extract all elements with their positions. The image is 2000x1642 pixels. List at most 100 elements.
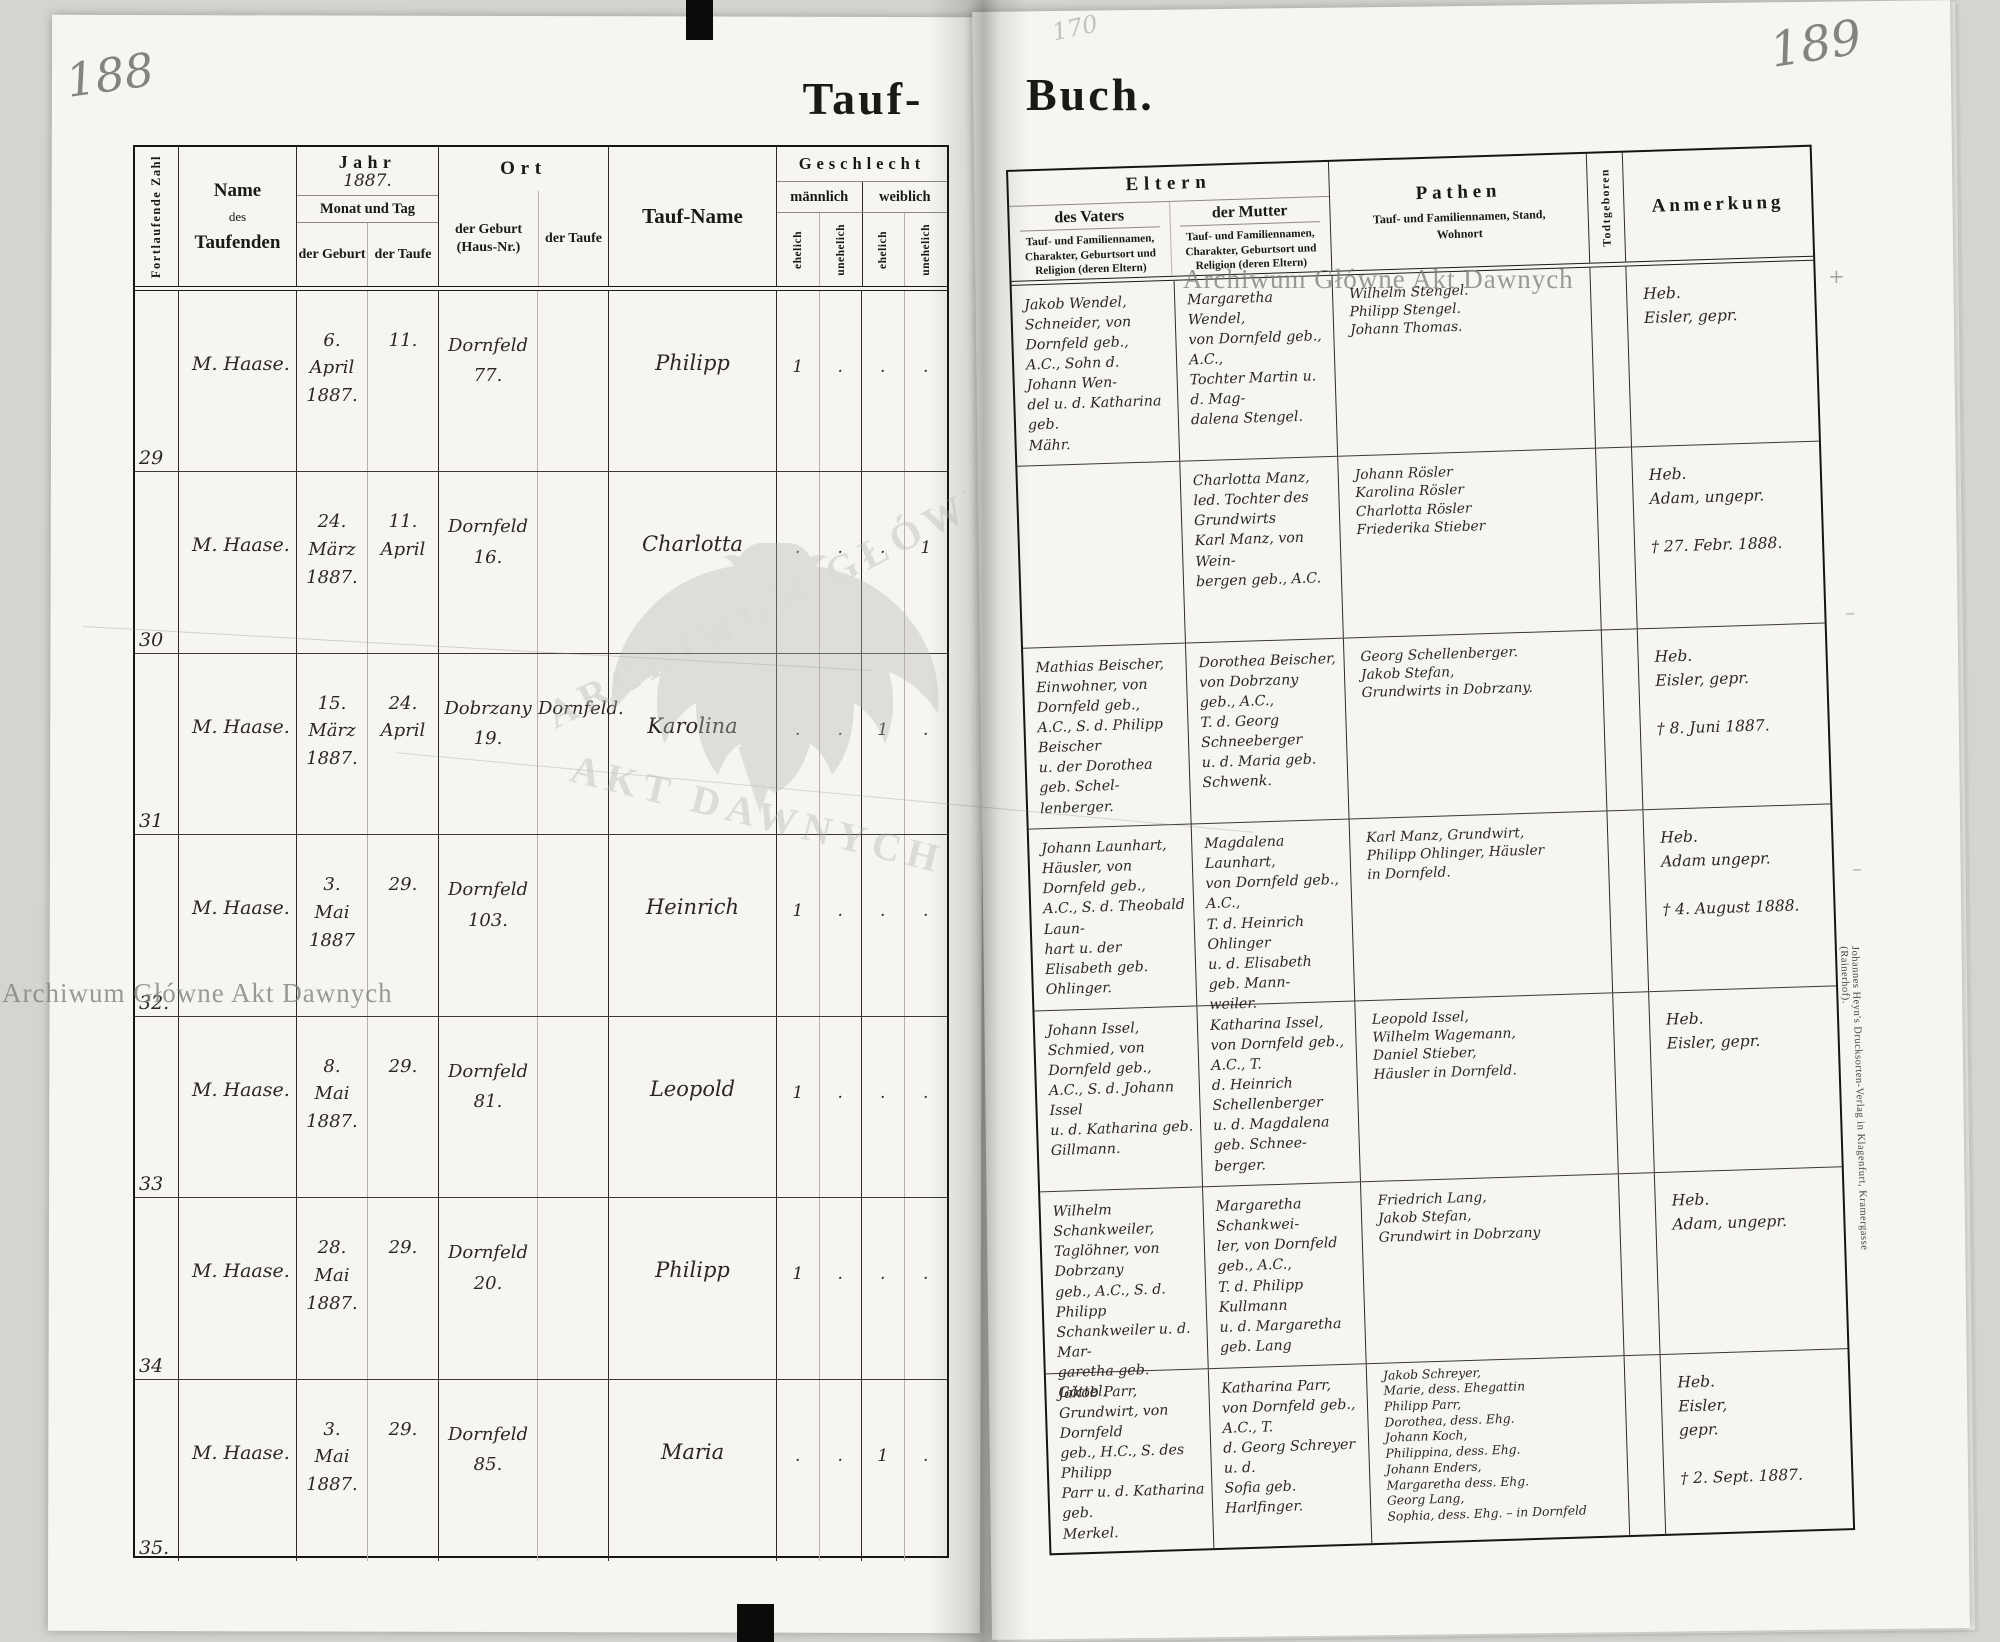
name-cell: M. Haase. [179, 472, 297, 653]
header-name-2: des [228, 208, 247, 224]
header-eltern-subcolumns: des Vaters Tauf- und Familiennamen, Char… [1009, 197, 1331, 281]
header-name: Name des Taufenden [179, 147, 297, 286]
todtgeboren-cell [1613, 991, 1655, 1174]
book-title-right: Buch. [1026, 69, 1155, 120]
geburt-date-cell: 3. Mai 1887. [297, 1379, 368, 1561]
weiblich-ehelich-cell: 1 [862, 653, 905, 834]
ort-taufe-cell [538, 1198, 609, 1379]
header-m-ehelich-label: ehelich [791, 230, 804, 269]
maennlich-unehelich-cell: . [820, 290, 862, 471]
table-row: Johann Issel, Schmied, von Dornfeld geb.… [1034, 985, 1842, 1193]
taufname-cell: Maria [609, 1379, 777, 1561]
header-fortlaufende-zahl: Fortlaufende Zahl [135, 147, 179, 286]
header-jahr: Jahr 1887. [297, 147, 438, 196]
maennlich-ehelich-cell: . [777, 472, 820, 653]
maennlich-ehelich-cell: . [777, 653, 820, 834]
todtgeboren-cell [1618, 1173, 1661, 1355]
header-m-unehelich-label: unehelich [834, 223, 847, 276]
mother-cell: Katharina Issel, von Dornfeld geb., A.C.… [1197, 1000, 1361, 1187]
taufe-date-cell: 29. [368, 1379, 439, 1561]
entry-number: 29 [139, 447, 164, 469]
table-row: 29 M. Haase. 6. April 1887. 11. Dornfeld… [135, 290, 947, 472]
table-row: 33 M. Haase. 8. Mai 1887. 29. Dornfeld 8… [135, 1016, 947, 1198]
zahl-cell: 33 [135, 1016, 179, 1197]
weiblich-unehelich-cell: . [923, 1082, 929, 1103]
maennlich-unehelich-cell: . [820, 1379, 862, 1561]
geburt-date-cell: 15. März 1887. [297, 653, 368, 834]
name-cell: M. Haase. [179, 1016, 297, 1197]
header-todtgeboren: Todtgeboren [1586, 152, 1627, 263]
mother-cell: Katharina Parr, von Dornfeld geb., A.C.,… [1208, 1363, 1373, 1551]
ort-geburt-cell: Dornfeld 103. [439, 835, 538, 1016]
todtgeboren-cell [1596, 447, 1638, 630]
header-jahr-label: Jahr [338, 151, 397, 172]
header-ort-group: Ort der Geburt (Haus-Nr.) der Taufe [439, 147, 609, 286]
header-jahr-year: 1887. [343, 170, 392, 191]
ort-taufe-cell [538, 1016, 609, 1197]
pencil-dash-mark: – [1845, 600, 1855, 624]
father-cell: Johann Launhart, Häusler, von Dornfeld g… [1028, 824, 1198, 1011]
taufe-date-cell: 29. [368, 1016, 439, 1197]
weiblich-ehelich-cell: . [862, 835, 905, 1016]
name-cell: M. Haase. [179, 835, 297, 1016]
taufe-date-cell: 24. April [368, 653, 439, 834]
header-geschlecht-group: Geschlecht männlich weiblich ehelich une… [777, 147, 947, 286]
table-row: Charlotta Manz, led. Tochter des Grundwi… [1017, 441, 1825, 649]
zahl-cell: 30 [135, 472, 179, 653]
header-anmerkung: Anmerkung [1651, 191, 1785, 217]
left-table-body: 29 M. Haase. 6. April 1887. 11. Dornfeld… [135, 289, 947, 1561]
film-mark-top [686, 0, 713, 40]
header-name-1: Name [213, 179, 262, 201]
weiblich-unehelich-cell: . [923, 719, 929, 740]
header-date-subcolumns: der Geburt der Taufe [297, 223, 438, 286]
zahl-cell: 31 [135, 653, 179, 834]
header-mutter: der Mutter Tauf- und Familiennamen, Char… [1170, 197, 1332, 276]
header-ort-label: Ort [500, 158, 547, 179]
right-table-body: Jakob Wendel, Schneider, von Dornfeld ge… [1011, 259, 1854, 1556]
taufe-date-cell: 11. April [368, 472, 439, 653]
taufname-cell: Philipp [609, 290, 777, 471]
weiblich-unehelich-cell: 1 [920, 538, 932, 558]
header-taufe-date: der Taufe [374, 246, 432, 262]
table-row: 34 M. Haase. 28. Mai 1887. 29. Dornfeld … [135, 1198, 947, 1380]
table-row: 32. M. Haase. 3. Mai 1887 29. Dornfeld 1… [135, 835, 947, 1017]
name-cell: M. Haase. [179, 290, 297, 471]
godparents-cell: Friedrich Lang, Jakob Stefan, Grundwirt … [1360, 1174, 1625, 1363]
anmerkung-cell: Heb. Eisler, gepr. [1642, 283, 1738, 327]
ort-taufe-cell: Dornfeld. [538, 653, 624, 834]
ort-taufe-cell [538, 290, 609, 471]
name-cell: M. Haase. [179, 1379, 297, 1561]
header-ort: Ort [439, 147, 608, 191]
entry-number: 31 [139, 810, 164, 832]
godparents-cell: Karl Manz, Grundwirt, Philipp Ohlinger, … [1349, 811, 1614, 1000]
taufname-cell: Karolina [609, 653, 777, 834]
ort-taufe-cell [538, 1379, 609, 1561]
weiblich-ehelich-cell: . [862, 1016, 905, 1197]
header-w-ehelich-label: ehelich [877, 230, 890, 269]
weiblich-ehelich-cell: . [862, 290, 905, 471]
maennlich-unehelich-cell: . [820, 653, 862, 834]
entry-number: 32. [139, 991, 170, 1014]
maennlich-ehelich-cell: 1 [777, 835, 820, 1016]
maennlich-unehelich-cell: . [820, 1016, 862, 1197]
geburt-date-cell: 8. Mai 1887. [297, 1016, 368, 1197]
taufname-cell: Heinrich [609, 835, 777, 1016]
table-row: 31 M. Haase. 15. März 1887. 24. April Do… [135, 653, 947, 835]
header-vater-sub: Tauf- und Familiennamen, Charakter, Gebu… [1024, 232, 1157, 278]
maennlich-unehelich-cell: . [820, 472, 862, 653]
header-ort-geburt: der Geburt (Haus-Nr.) [439, 191, 539, 286]
anmerkung-cell: Heb. Adam ungepr. † 4. August 1888. [1660, 827, 1800, 919]
weiblich-unehelich-cell: . [923, 1264, 929, 1284]
table-row: Wilhelm Schankweiler, Taglöhner, von Dob… [1040, 1167, 1848, 1401]
taufe-date-cell: 29. [368, 1198, 439, 1379]
table-row: Jakob Wendel, Schneider, von Dornfeld ge… [1011, 260, 1819, 467]
anmerkung-cell: Heb. Eisler, gepr. † 2. Sept. 1887. [1677, 1371, 1804, 1488]
header-jahr-group: Jahr 1887. Monat und Tag der Geburt der … [297, 147, 439, 286]
weiblich-ehelich-cell: . [862, 472, 905, 653]
father-cell: Wilhelm Schankweiler, Taglöhner, von Dob… [1040, 1187, 1209, 1401]
taufname-cell: Leopold [609, 1016, 777, 1197]
baptism-table-right: Eltern des Vaters Tauf- und Familienname… [1006, 144, 1856, 1556]
table-row: 35. M. Haase. 3. Mai 1887. 29. Dornfeld … [135, 1379, 947, 1561]
header-ort-geburt-2: (Haus-Nr.) [456, 239, 521, 255]
